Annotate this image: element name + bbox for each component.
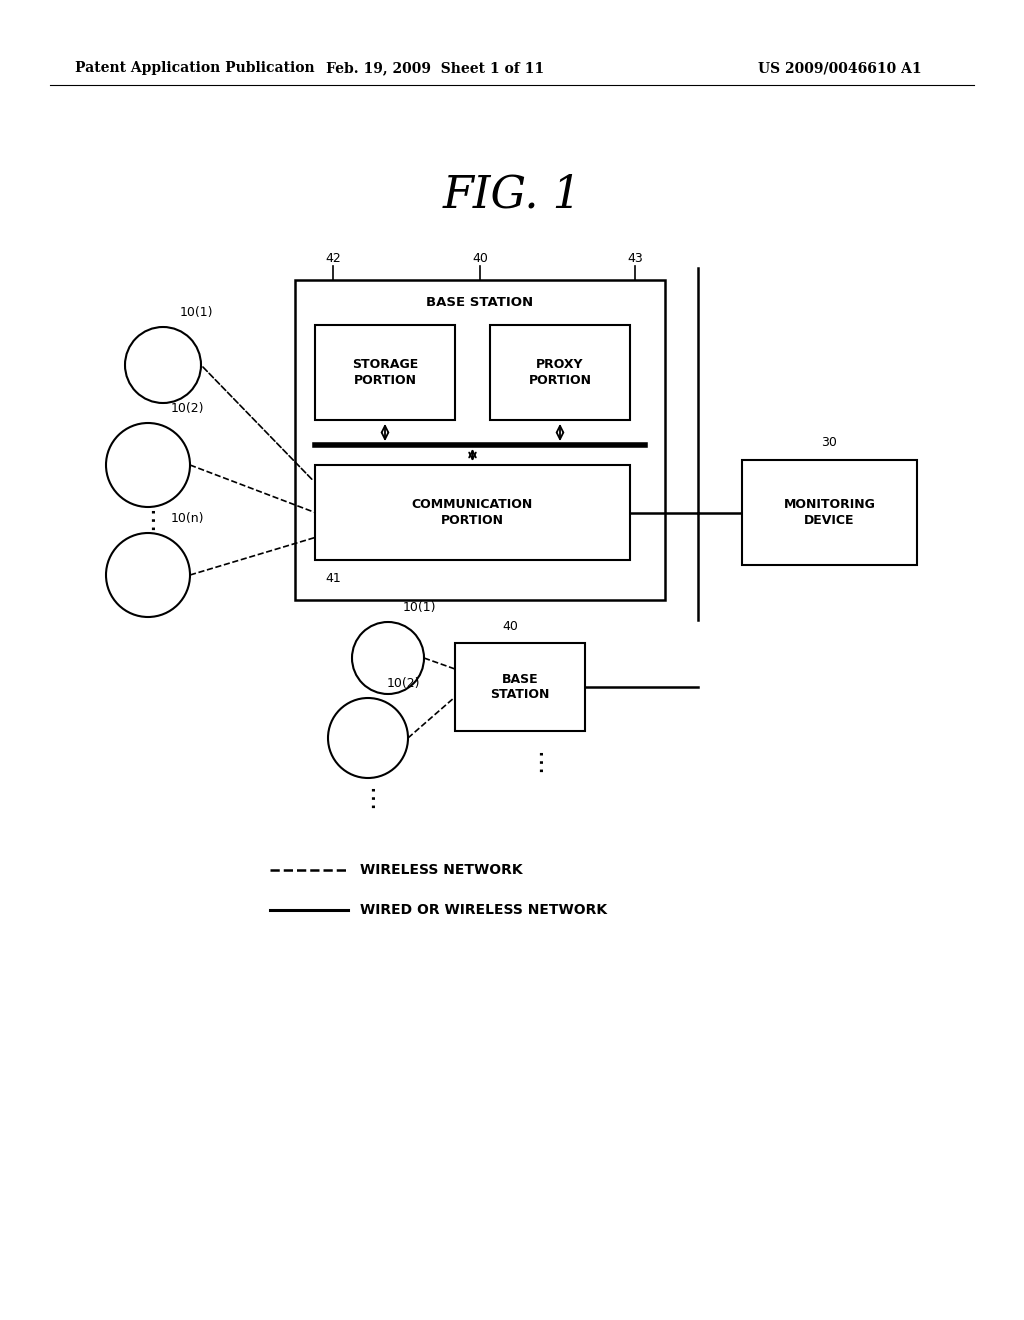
Text: 40: 40 — [502, 620, 518, 634]
Bar — [742, 459, 918, 565]
Text: 10(2): 10(2) — [170, 403, 204, 414]
Text: WIRED OR WIRELESS NETWORK: WIRED OR WIRELESS NETWORK — [360, 903, 607, 917]
Text: ⋯: ⋯ — [360, 783, 384, 808]
Text: 10(n): 10(n) — [170, 512, 204, 525]
Text: Feb. 19, 2009  Sheet 1 of 11: Feb. 19, 2009 Sheet 1 of 11 — [326, 61, 544, 75]
Text: ⋯: ⋯ — [528, 747, 552, 772]
Text: WIRELESS NETWORK: WIRELESS NETWORK — [360, 863, 522, 876]
Text: 30: 30 — [821, 436, 838, 449]
Text: US 2009/0046610 A1: US 2009/0046610 A1 — [758, 61, 922, 75]
Text: BASE STATION: BASE STATION — [426, 296, 534, 309]
Text: 40: 40 — [472, 252, 488, 264]
Text: BASE
STATION: BASE STATION — [490, 673, 550, 701]
Bar — [315, 465, 630, 560]
Bar — [490, 325, 630, 420]
Text: 10(1): 10(1) — [179, 306, 213, 319]
Text: FIG. 1: FIG. 1 — [442, 173, 582, 216]
Bar — [455, 643, 585, 731]
Bar — [315, 325, 455, 420]
Text: ⋯: ⋯ — [140, 504, 164, 529]
Text: 10(1): 10(1) — [402, 601, 436, 614]
Text: 43: 43 — [627, 252, 643, 264]
Text: COMMUNICATION
PORTION: COMMUNICATION PORTION — [412, 499, 534, 527]
Bar — [295, 280, 665, 601]
Text: Patent Application Publication: Patent Application Publication — [75, 61, 314, 75]
Text: 41: 41 — [325, 572, 341, 585]
Text: 10(2): 10(2) — [386, 677, 420, 690]
Text: PROXY
PORTION: PROXY PORTION — [528, 359, 592, 387]
Text: STORAGE
PORTION: STORAGE PORTION — [352, 359, 418, 387]
Text: MONITORING
DEVICE: MONITORING DEVICE — [783, 499, 876, 527]
Text: 42: 42 — [326, 252, 341, 264]
